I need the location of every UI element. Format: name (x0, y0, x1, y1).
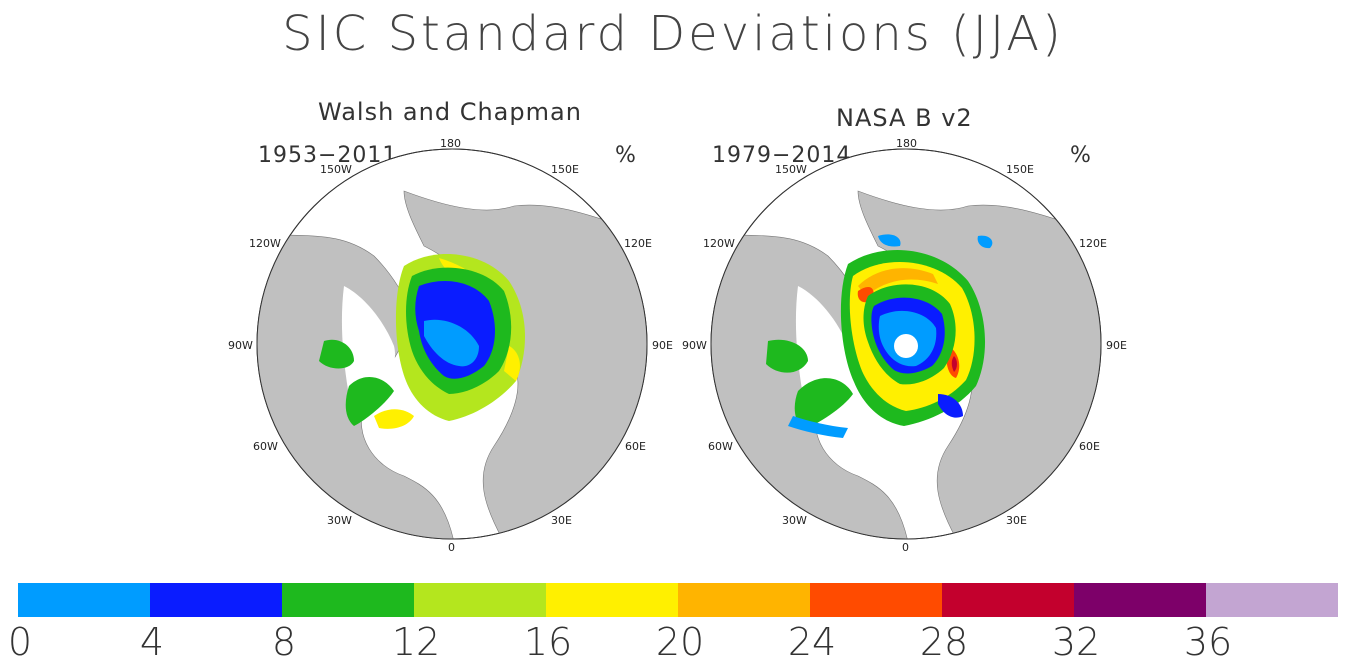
lon-label-30e: 30E (1006, 514, 1027, 527)
panel-title: NASA B v2 (836, 104, 973, 132)
polar-map (710, 148, 1102, 540)
lon-label-60w: 60W (708, 440, 733, 453)
lon-label-60e: 60E (625, 440, 646, 453)
panel-title: Walsh and Chapman (318, 98, 582, 126)
colorbar-segment (1074, 583, 1206, 617)
lon-label-90w: 90W (228, 339, 253, 352)
colorbar-tick-label: 8 (271, 620, 297, 664)
panel-period: 1979−2014 (712, 143, 852, 168)
lon-label-30e: 30E (551, 514, 572, 527)
lon-label-150w: 150W (775, 163, 807, 176)
lon-label-0: 0 (902, 541, 909, 554)
colorbar (18, 583, 1338, 617)
colorbar-segment (942, 583, 1074, 617)
lon-label-180: 180 (440, 137, 461, 150)
lon-label-60w: 60W (253, 440, 278, 453)
lon-label-30w: 30W (327, 514, 352, 527)
colorbar-segment (678, 583, 810, 617)
sic-field (766, 234, 993, 438)
lon-label-150e: 150E (551, 163, 579, 176)
lon-label-90e: 90E (652, 339, 673, 352)
lon-label-150w: 150W (320, 163, 352, 176)
lon-label-120e: 120E (1079, 237, 1107, 250)
lon-label-90e: 90E (1106, 339, 1127, 352)
sic-field (319, 254, 526, 429)
lon-label-120w: 120W (703, 237, 735, 250)
lon-label-120e: 120E (624, 237, 652, 250)
colorbar-segment (414, 583, 546, 617)
figure-title: SIC Standard Deviations (JJA) (282, 6, 1064, 62)
colorbar-segment (810, 583, 942, 617)
panel-unit: % (1070, 143, 1091, 168)
colorbar-segment (546, 583, 678, 617)
colorbar-segment (1206, 583, 1338, 617)
lon-label-180: 180 (896, 137, 917, 150)
lon-label-90w: 90W (682, 339, 707, 352)
lon-label-0: 0 (448, 541, 455, 554)
panel-unit: % (615, 143, 636, 168)
colorbar-tick-label: 0 (7, 620, 33, 664)
lon-label-150e: 150E (1006, 163, 1034, 176)
polar-map (256, 148, 648, 540)
colorbar-tick-label: 20 (655, 620, 705, 664)
colorbar-segment (282, 583, 414, 617)
colorbar-tick-label: 4 (139, 620, 165, 664)
colorbar-segment (150, 583, 282, 617)
lon-label-60e: 60E (1079, 440, 1100, 453)
colorbar-tick-label: 28 (919, 620, 969, 664)
panel-period: 1953−2011 (258, 143, 398, 168)
colorbar-tick-label: 36 (1183, 620, 1233, 664)
colorbar-tick-label: 16 (523, 620, 573, 664)
colorbar-tick-label: 12 (391, 620, 441, 664)
colorbar-segment (18, 583, 150, 617)
colorbar-tick-label: 32 (1051, 620, 1101, 664)
lon-label-120w: 120W (249, 237, 281, 250)
colorbar-tick-label: 24 (787, 620, 837, 664)
lon-label-30w: 30W (782, 514, 807, 527)
